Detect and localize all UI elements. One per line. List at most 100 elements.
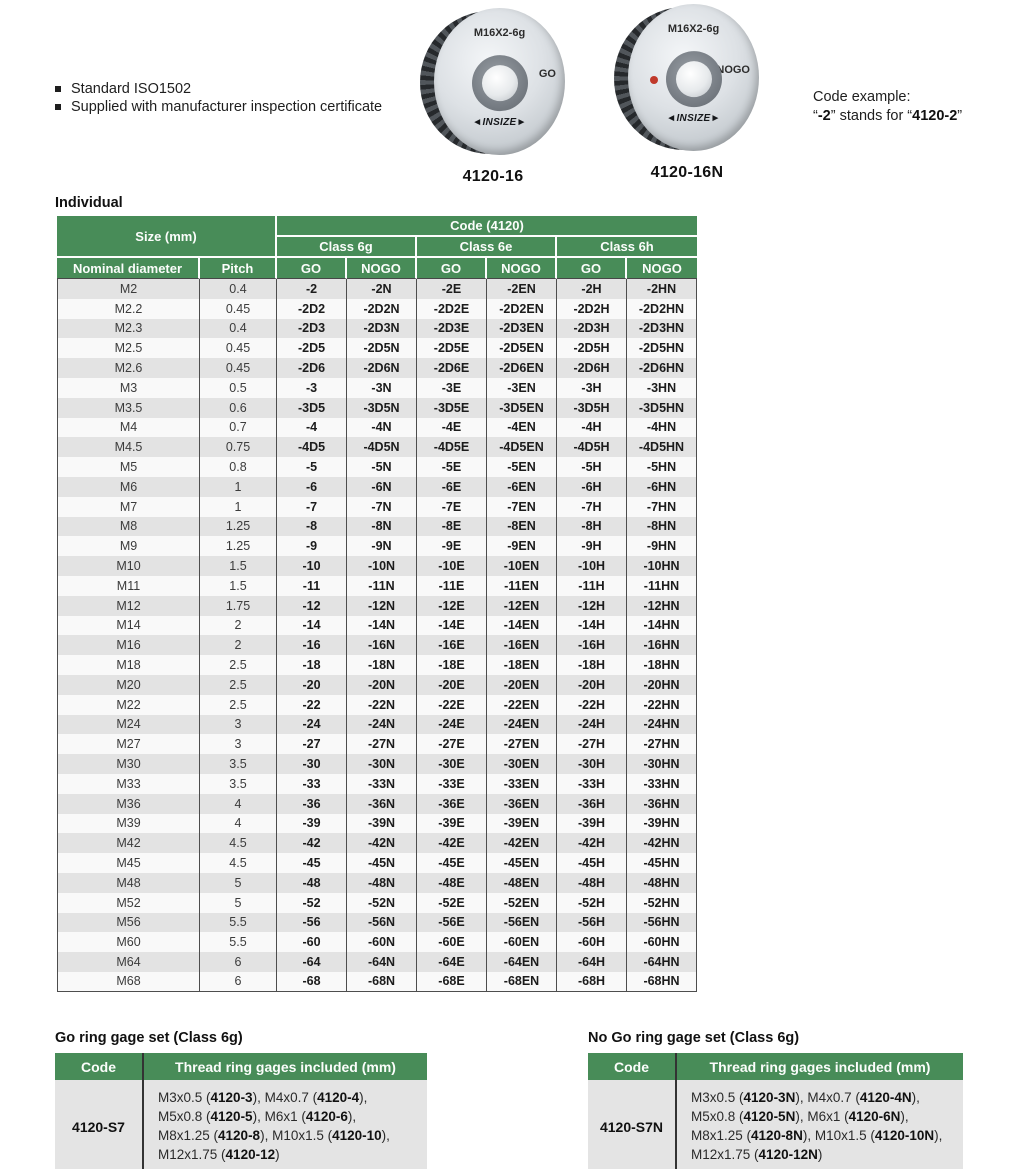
cell-code: -42EN bbox=[487, 833, 557, 854]
ring-face: M16X2-6g GO ◄INSIZE► bbox=[434, 8, 565, 155]
main-table-wrap: Size (mm) Code (4120) Class 6g Class 6e … bbox=[57, 216, 698, 992]
cell-code: -56 bbox=[277, 912, 347, 933]
ring-gage-go: M16X2-6g GO ◄INSIZE► bbox=[420, 8, 566, 156]
text-segment: 4120-10N bbox=[874, 1128, 935, 1144]
cell-code: -4D5N bbox=[347, 437, 417, 458]
cell-pitch: 1.25 bbox=[200, 536, 277, 557]
cell-code: -2D5 bbox=[277, 338, 347, 359]
cell-code: -16 bbox=[277, 635, 347, 656]
cell-code: -9HN bbox=[627, 536, 698, 557]
nogo-set-content: M3x0.5 (4120-3N), M4x0.7 (4120-4N), M5x0.… bbox=[675, 1080, 963, 1169]
text-segment: ), bbox=[381, 1128, 390, 1144]
cell-code: -24HN bbox=[627, 714, 698, 735]
table-row: M27 3 -27 -27N -27E -27EN -27H -27HN bbox=[57, 734, 698, 755]
cell-code: -5N bbox=[347, 457, 417, 477]
cell-code: -42 bbox=[277, 833, 347, 854]
cell-code: -64HN bbox=[627, 952, 698, 972]
table-row: M52 5 -52 -52N -52E -52EN -52H -52HN bbox=[57, 892, 698, 913]
cell-code: -64E bbox=[417, 952, 487, 972]
table-row: M7 1 -7 -7N -7E -7EN -7H -7HN bbox=[57, 496, 698, 517]
cell-code: -33E bbox=[417, 773, 487, 794]
cell-nominal-diameter: M27 bbox=[57, 734, 200, 755]
nogo-set-block: No Go ring gage set (Class 6g) Code Thre… bbox=[588, 1030, 963, 1169]
cell-code: -42N bbox=[347, 833, 417, 854]
cell-code: -48H bbox=[557, 872, 627, 893]
cell-code: -20E bbox=[417, 674, 487, 695]
cell-code: -2D6N bbox=[347, 358, 417, 378]
text-segment: ” stands for “ bbox=[830, 108, 913, 124]
cell-code: -45HN bbox=[627, 853, 698, 873]
table-row: M60 5.5 -60 -60N -60E -60EN -60H -60HN bbox=[57, 932, 698, 953]
cell-code: -30HN bbox=[627, 754, 698, 774]
cell-code: -3N bbox=[347, 377, 417, 398]
table-row: M56 5.5 -56 -56N -56E -56EN -56H -56HN bbox=[57, 912, 698, 933]
cell-code: -3 bbox=[277, 377, 347, 398]
cell-code: -48EN bbox=[487, 872, 557, 893]
cell-pitch: 3.5 bbox=[200, 754, 277, 774]
cell-code: -5E bbox=[417, 457, 487, 477]
cell-code: -36H bbox=[557, 793, 627, 814]
cell-nominal-diameter: M48 bbox=[57, 872, 200, 893]
cell-code: -4HN bbox=[627, 417, 698, 438]
cell-code: -68HN bbox=[627, 971, 698, 992]
table-row: M9 1.25 -9 -9N -9E -9EN -9H -9HN bbox=[57, 536, 698, 557]
cell-code: -45 bbox=[277, 853, 347, 873]
cell-code: -20 bbox=[277, 674, 347, 695]
cell-code: -24EN bbox=[487, 714, 557, 735]
cell-nominal-diameter: M16 bbox=[57, 635, 200, 656]
cell-code: -2D3EN bbox=[487, 318, 557, 339]
cell-code: -36N bbox=[347, 793, 417, 814]
cell-nominal-diameter: M11 bbox=[57, 575, 200, 596]
bullet-item: Standard ISO1502 bbox=[55, 80, 382, 98]
cell-pitch: 1 bbox=[200, 476, 277, 497]
table-row: M68 6 -68 -68N -68E -68EN -68H -68HN bbox=[57, 971, 698, 992]
cell-code: -45N bbox=[347, 853, 417, 873]
header-class-6h: Class 6h bbox=[557, 237, 698, 258]
cell-nominal-diameter: M3.5 bbox=[57, 397, 200, 418]
cell-code: -2D6H bbox=[557, 358, 627, 378]
cell-pitch: 0.6 bbox=[200, 397, 277, 418]
cell-code: -14HN bbox=[627, 615, 698, 636]
cell-pitch: 0.7 bbox=[200, 417, 277, 438]
nogo-set-code: 4120-S7N bbox=[588, 1080, 675, 1169]
individual-table-body: M2 0.4 -2 -2N -2E -2EN -2H -2HN M2.2 0.45 -2D2 -2D2… bbox=[57, 279, 698, 992]
cell-code: -18N bbox=[347, 655, 417, 675]
ring-bore bbox=[481, 64, 518, 101]
code-example-text: “-2” stands for “4120-2” bbox=[813, 107, 962, 126]
cell-code: -3D5N bbox=[347, 397, 417, 418]
cell-code: -52 bbox=[277, 892, 347, 913]
individual-label: Individual bbox=[55, 195, 123, 211]
text-segment: ), bbox=[911, 1090, 920, 1105]
cell-code: -68N bbox=[347, 971, 417, 992]
cell-code: -30N bbox=[347, 754, 417, 774]
cell-code: -56HN bbox=[627, 912, 698, 933]
text-segment: 4120-3N bbox=[743, 1090, 796, 1105]
table-row: M18 2.5 -18 -18N -18E -18EN -18H -18HN bbox=[57, 655, 698, 675]
cell-code: -12E bbox=[417, 595, 487, 616]
cell-pitch: 6 bbox=[200, 971, 277, 992]
cell-code: -18E bbox=[417, 655, 487, 675]
cell-code: -9N bbox=[347, 536, 417, 557]
cell-code: -27HN bbox=[627, 734, 698, 755]
cell-code: -36E bbox=[417, 793, 487, 814]
header-nogo-6e: NOGO bbox=[487, 258, 557, 279]
cell-code: -11 bbox=[277, 575, 347, 596]
cell-nominal-diameter: M6 bbox=[57, 476, 200, 497]
cell-nominal-diameter: M3 bbox=[57, 377, 200, 398]
cell-code: -7 bbox=[277, 496, 347, 517]
cell-pitch: 3 bbox=[200, 734, 277, 755]
cell-pitch: 0.75 bbox=[200, 437, 277, 458]
cell-code: -20EN bbox=[487, 674, 557, 695]
text-segment: 4120-4N bbox=[859, 1090, 912, 1105]
cell-code: -11N bbox=[347, 575, 417, 596]
cell-code: -6E bbox=[417, 476, 487, 497]
cell-pitch: 3 bbox=[200, 714, 277, 735]
cell-code: -14 bbox=[277, 615, 347, 636]
cell-code: -56N bbox=[347, 912, 417, 933]
cell-pitch: 1.25 bbox=[200, 516, 277, 537]
cell-code: -5HN bbox=[627, 457, 698, 477]
cell-code: -24N bbox=[347, 714, 417, 735]
cell-code: -12H bbox=[557, 595, 627, 616]
text-segment: 4120-8 bbox=[218, 1128, 261, 1144]
